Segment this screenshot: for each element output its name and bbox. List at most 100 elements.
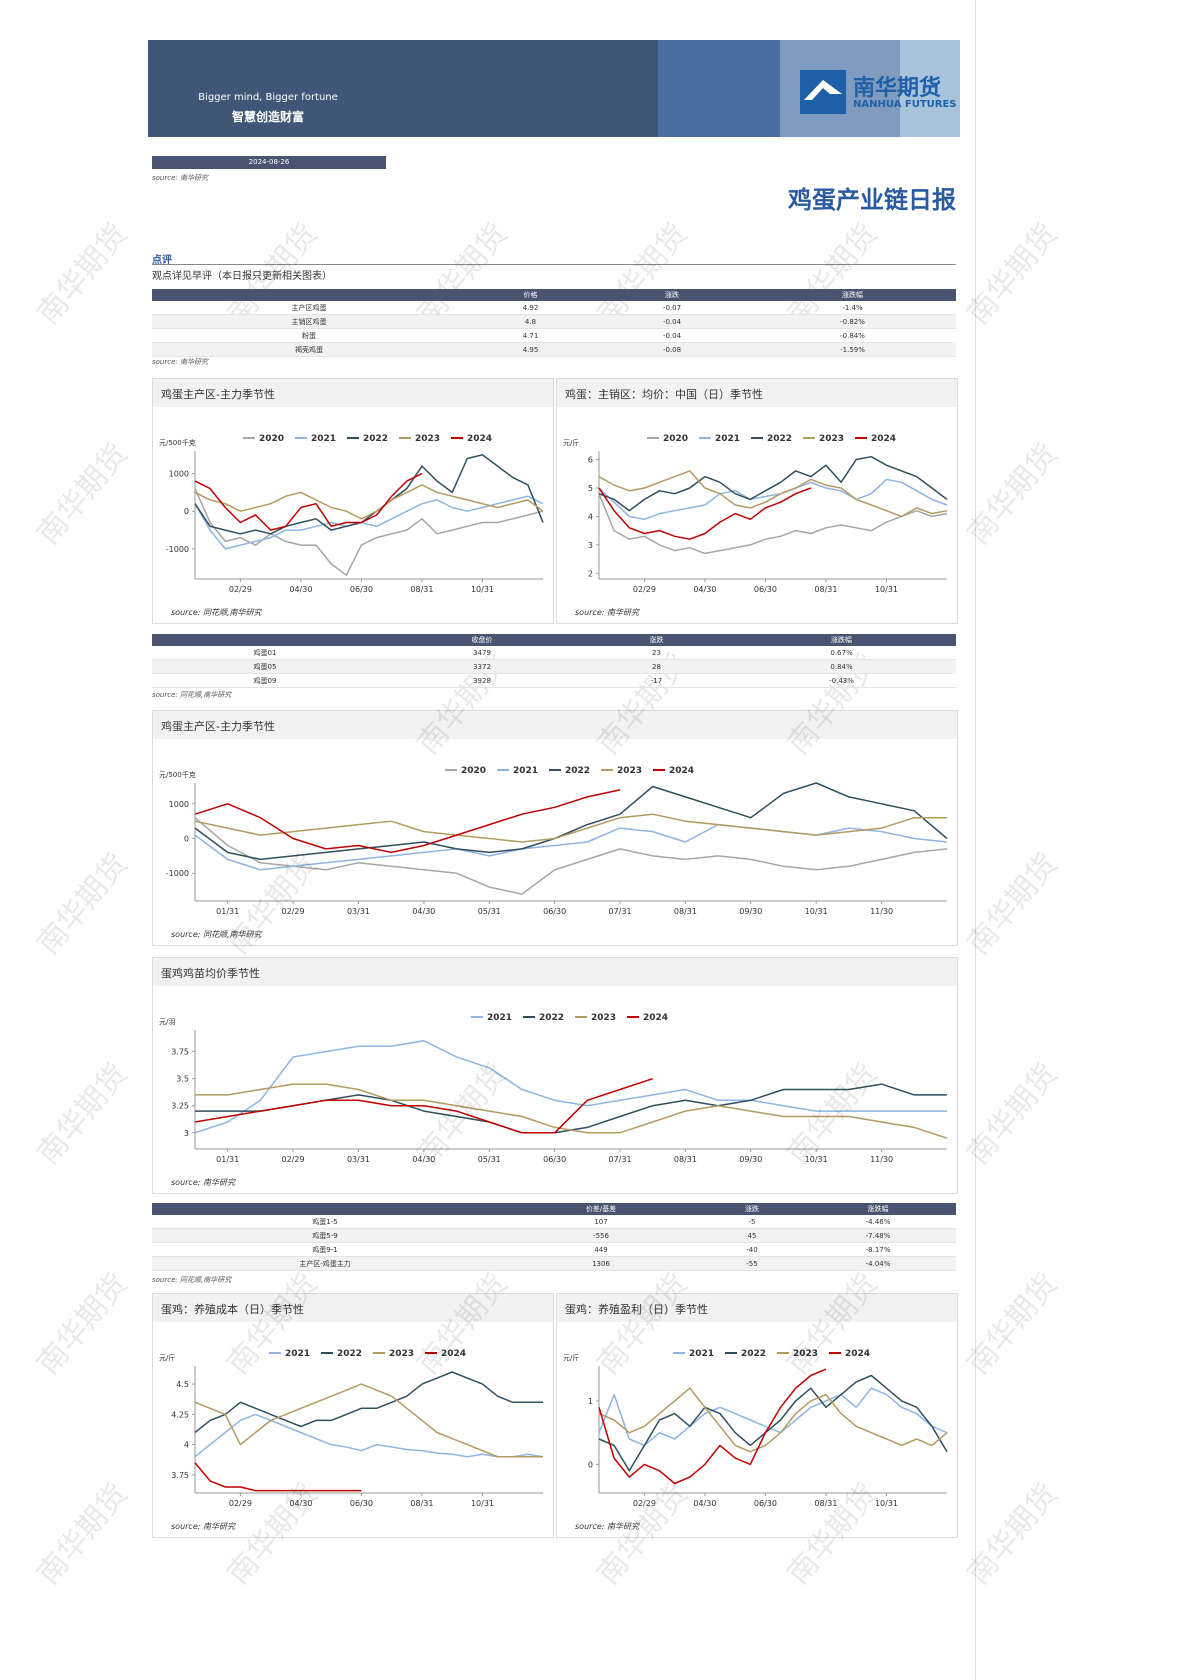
y-tick-label: 3.5 xyxy=(176,1075,189,1084)
table-cell: 4.92 xyxy=(466,301,595,315)
comment-text: 观点详见早评（本日报只更新相关图表） xyxy=(152,271,332,282)
series-line xyxy=(194,1040,947,1134)
x-tick-label: 04/30 xyxy=(693,585,716,594)
table-row: 鸡蛋01 3479 23 0.67% xyxy=(152,646,956,660)
table-cell: -8.17% xyxy=(800,1242,956,1257)
y-tick-label: -1000 xyxy=(166,869,189,878)
source: source: 同花顺,南华研究 xyxy=(171,608,263,617)
table-cell: 1306 xyxy=(498,1256,704,1271)
x-tick-label: 02/29 xyxy=(229,585,252,594)
table-cell: -1.4% xyxy=(749,301,956,315)
section-heading: 点评 xyxy=(152,255,172,266)
divider xyxy=(152,264,956,265)
chart-panel: 鸡蛋主产区-主力季节性 元/500千克 2020 2021 2022 2023 2024 -1… xyxy=(152,378,554,624)
table-cell: -1.59% xyxy=(749,342,956,357)
table-row: 主销区鸡蛋 4.8 -0.04 -0.82% xyxy=(152,314,956,329)
table-cell: 3928 xyxy=(378,673,586,688)
y-tick-label: 3 xyxy=(588,541,593,550)
series-line xyxy=(194,782,948,861)
legend-label: 2021 xyxy=(689,1349,714,1359)
table-row: 主产区鸡蛋 4.92 -0.07 -1.4% xyxy=(152,301,956,315)
legend-label: 2022 xyxy=(565,766,590,776)
y-tick-label: 4.25 xyxy=(171,1410,189,1419)
x-tick-label: 02/29 xyxy=(282,1155,305,1164)
data-table: 收盘价 涨跌 涨跌幅 鸡蛋01 3479 23 0.67% 鸡蛋05 3372 28 0.84% 鸡蛋… xyxy=(152,634,956,688)
table-cell: 鸡蛋01 xyxy=(152,646,378,660)
title-bar xyxy=(153,958,957,986)
y-tick-label: 6 xyxy=(588,456,593,465)
source: source: 南华研究 xyxy=(575,608,640,617)
legend-label: 2024 xyxy=(871,434,896,444)
x-tick-label: 06/30 xyxy=(754,585,777,594)
x-tick-label: 08/31 xyxy=(674,907,697,916)
unit-label: 元/斤 xyxy=(563,1353,579,1362)
source: source: 南华研究 xyxy=(152,358,208,366)
table-cell: -0.82% xyxy=(749,314,956,329)
watermark: 南华期货 xyxy=(960,1477,1065,1592)
table-row: 鸡蛋1-5 107 -5 -4.46% xyxy=(152,1215,956,1229)
source: source: 南华研究 xyxy=(171,1522,236,1531)
watermark: 南华期货 xyxy=(960,217,1065,332)
x-tick-label: 05/31 xyxy=(478,907,501,916)
table-cell: 23 xyxy=(586,646,727,660)
y-tick-label: 3.75 xyxy=(171,1048,189,1057)
y-tick-label: 0 xyxy=(184,507,189,516)
table-cell: 3479 xyxy=(378,646,586,660)
x-tick-label: 06/30 xyxy=(350,1499,373,1508)
legend-label: 2022 xyxy=(337,1349,362,1359)
legend-label: 2020 xyxy=(259,434,284,444)
legend-label: 2024 xyxy=(845,1349,870,1359)
header-cell: 涨跌 xyxy=(704,1203,800,1215)
y-tick-label: 0 xyxy=(588,1460,593,1469)
table-row: 鸡蛋09 3928 -17 -0.43% xyxy=(152,673,956,688)
title-bar xyxy=(153,379,553,407)
y-tick-label: 4 xyxy=(184,1441,189,1450)
x-tick-label: 02/29 xyxy=(633,1499,656,1508)
series-line xyxy=(194,454,544,535)
legend-label: 2023 xyxy=(415,434,440,444)
table-row: 鸡蛋9-1 449 -40 -8.17% xyxy=(152,1242,956,1257)
unit-label: 元/500千克 xyxy=(159,770,196,779)
x-tick-label: 08/31 xyxy=(674,1155,697,1164)
x-tick-label: 09/30 xyxy=(739,1155,762,1164)
series-line xyxy=(194,495,544,550)
x-tick-label: 04/30 xyxy=(289,1499,312,1508)
watermark: 南华期货 xyxy=(30,437,135,552)
table-cell: -0.08 xyxy=(595,342,749,357)
legend-label: 2024 xyxy=(643,1013,668,1023)
report-title: 鸡蛋产业链日报 xyxy=(788,186,956,214)
x-tick-label: 04/30 xyxy=(412,907,435,916)
series-line xyxy=(194,1413,544,1458)
x-tick-label: 02/29 xyxy=(229,1499,252,1508)
unit-label: 元/羽 xyxy=(159,1018,175,1026)
page-edge xyxy=(975,0,976,1680)
series-line xyxy=(194,1371,543,1434)
series-line xyxy=(598,1374,948,1472)
x-tick-label: 11/30 xyxy=(870,1155,893,1164)
series-line xyxy=(194,1462,362,1492)
source: source: 同花顺,南华研究 xyxy=(152,1276,232,1284)
table-cell: 4.71 xyxy=(466,328,595,343)
header-cell: 涨跌幅 xyxy=(749,289,956,301)
legend-label: 2023 xyxy=(617,766,642,776)
chart-title: 鸡蛋：主销区：均价：中国（日）季节性 xyxy=(565,387,763,401)
series-line xyxy=(194,484,544,520)
chart-panel: 蛋鸡：养殖盈利（日）季节性 元/斤 2021 2022 2023 2024 0 1 02/29 0… xyxy=(556,1293,958,1538)
table-cell: -0.04 xyxy=(595,328,749,343)
source: source: 南华研究 xyxy=(575,1522,640,1531)
chart-panel: 蛋鸡：养殖成本（日）季节性 元/斤 2021 2022 2023 2024 3.75 4 4.2… xyxy=(152,1293,554,1538)
table-cell: -7.48% xyxy=(800,1228,956,1243)
watermark: 南华期货 xyxy=(30,847,135,962)
x-tick-label: 08/31 xyxy=(410,585,433,594)
chart-title: 蛋鸡鸡苗均价季节性 xyxy=(161,966,260,980)
legend-label: 2023 xyxy=(793,1349,818,1359)
table-cell: 鸡蛋1-5 xyxy=(152,1215,498,1229)
data-table: 价差/基差 涨跌 涨跌幅 鸡蛋1-5 107 -5 -4.46% 鸡蛋5-9 -556 45 -7.… xyxy=(152,1203,956,1271)
banner-band xyxy=(658,40,780,137)
x-tick-label: 06/30 xyxy=(754,1499,777,1508)
table-cell: -0.07 xyxy=(595,301,749,315)
table-cell: -4.04% xyxy=(800,1256,956,1271)
